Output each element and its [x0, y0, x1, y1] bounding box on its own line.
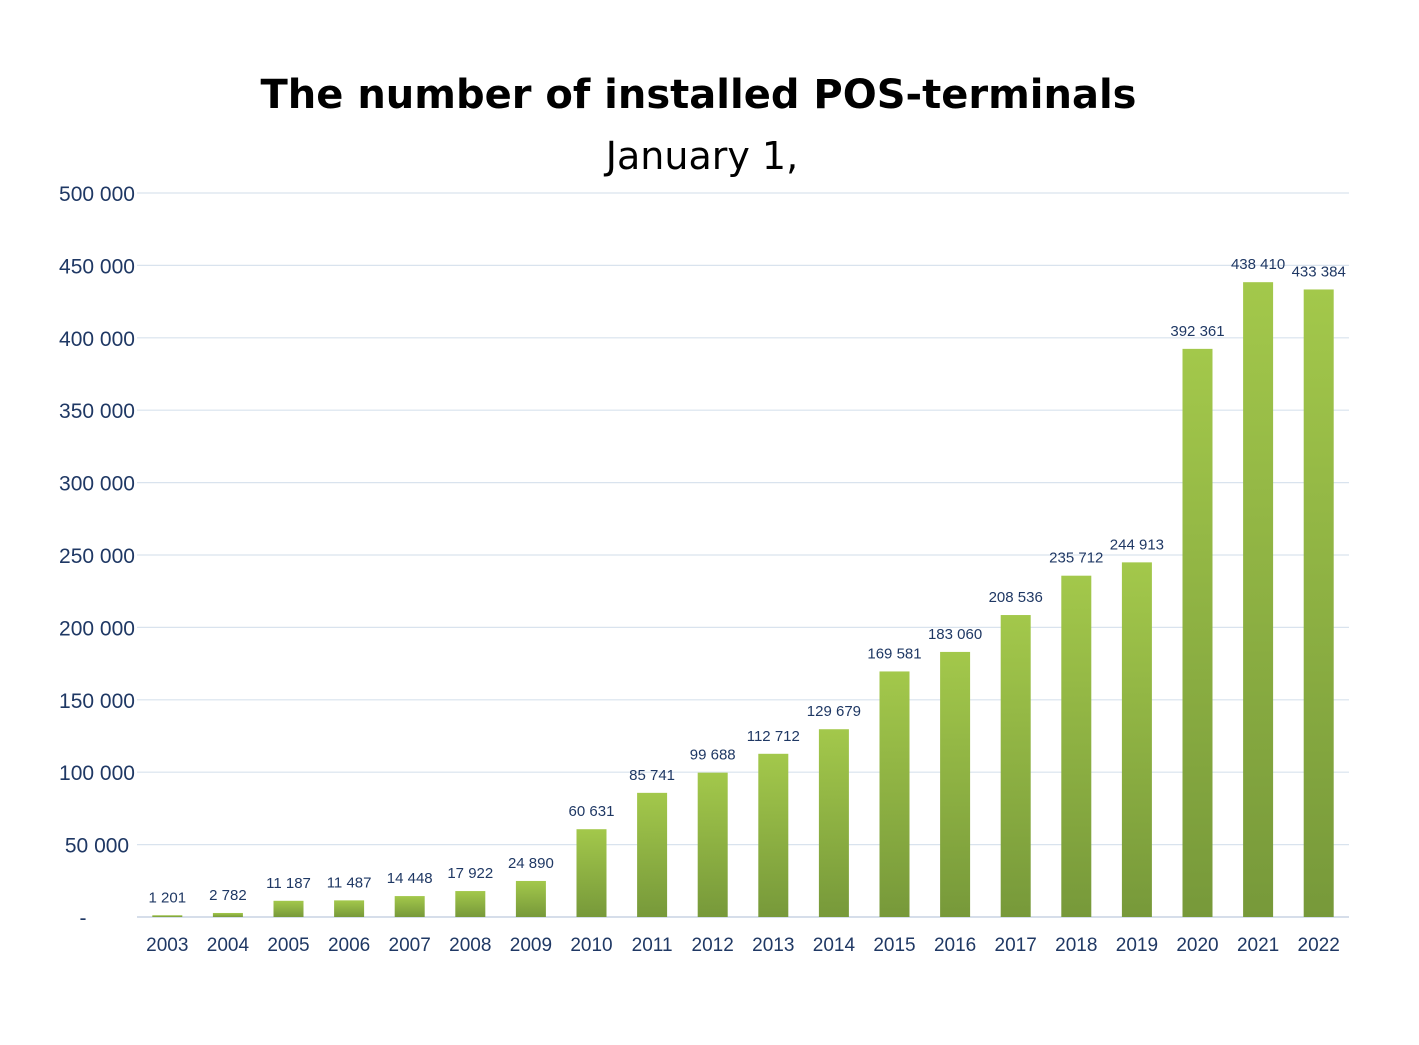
y-tick-label: 400 000	[59, 328, 135, 351]
bar	[152, 915, 183, 917]
data-label: 112 712	[747, 728, 800, 745]
bar	[637, 792, 668, 917]
bar	[394, 896, 425, 917]
x-tick-label: 2010	[570, 935, 612, 956]
data-label: 17 922	[447, 865, 493, 882]
bar	[515, 880, 546, 917]
data-label: 14 448	[387, 870, 433, 887]
x-tick-label: 2012	[692, 935, 734, 956]
x-tick-label: 2019	[1116, 935, 1158, 956]
y-tick-label: 350 000	[59, 400, 135, 423]
x-tick-label: 2020	[1176, 935, 1218, 956]
chart-title: The number of installed POS-terminals	[260, 72, 1137, 118]
bar	[455, 891, 486, 917]
y-tick-label: 100 000	[59, 762, 135, 785]
x-tick-label: 2003	[146, 935, 188, 956]
bar	[1182, 348, 1213, 917]
y-tick-label: 200 000	[59, 617, 135, 640]
x-tick-label: 2011	[632, 935, 673, 956]
y-axis-ticks: - 50 000 100 000 150 000 200 000 250 000 300 0…	[59, 183, 135, 930]
gridlines	[137, 192, 1349, 918]
x-tick-label: 2018	[1055, 935, 1097, 956]
data-labels: 1 201 2 782 11 187 11 487 14 448 17 922 24 890…	[149, 256, 1346, 906]
data-label: 129 679	[807, 703, 861, 720]
data-label: 60 631	[569, 803, 615, 820]
x-tick-label: 2008	[449, 935, 491, 956]
x-tick-label: 2014	[813, 935, 856, 956]
data-label: 235 712	[1049, 550, 1103, 567]
bar	[576, 829, 607, 917]
bar	[273, 900, 304, 917]
y-tick-label: 450 000	[59, 255, 135, 278]
y-tick-label: 50 000	[65, 835, 129, 858]
y-tick-label: 300 000	[59, 473, 135, 496]
bar	[1243, 282, 1274, 917]
data-label: 99 688	[690, 747, 736, 764]
y-tick-label: -	[80, 907, 87, 930]
x-axis-ticks: 2003 2004 2005 2006 2007 2008 2009 2010 2011 2012…	[146, 935, 1340, 956]
bar	[697, 772, 728, 917]
bar	[940, 651, 971, 917]
data-label: 2 782	[209, 887, 247, 904]
x-tick-label: 2022	[1298, 935, 1340, 956]
x-tick-label: 2015	[873, 935, 915, 956]
data-label: 85 741	[629, 767, 675, 784]
x-tick-label: 2017	[995, 935, 1037, 956]
bar	[879, 671, 910, 917]
x-tick-label: 2005	[267, 935, 309, 956]
x-tick-label: 2009	[510, 935, 552, 956]
bar	[1121, 562, 1152, 917]
data-label: 1 201	[149, 889, 187, 906]
x-tick-label: 2007	[389, 935, 431, 956]
data-label: 11 187	[266, 875, 311, 892]
data-label: 433 384	[1292, 263, 1346, 280]
data-label: 183 060	[928, 626, 982, 643]
data-label: 438 410	[1231, 256, 1285, 273]
data-label: 11 487	[327, 874, 372, 891]
data-label: 24 890	[508, 855, 554, 872]
y-tick-label: 250 000	[59, 545, 135, 568]
data-label: 169 581	[867, 645, 921, 662]
bar	[212, 912, 243, 917]
y-tick-label: 150 000	[59, 690, 135, 713]
bar	[1061, 575, 1092, 917]
data-label: 208 536	[989, 589, 1043, 606]
bar	[1303, 289, 1334, 917]
data-label: 392 361	[1170, 323, 1224, 340]
y-tick-label: 500 000	[59, 183, 135, 206]
x-tick-label: 2006	[328, 935, 370, 956]
x-tick-label: 2013	[752, 935, 794, 956]
bar	[818, 729, 849, 917]
bar	[1000, 615, 1031, 917]
bar	[758, 753, 789, 917]
bars	[152, 282, 1334, 917]
x-tick-label: 2021	[1237, 935, 1279, 956]
x-tick-label: 2016	[934, 935, 976, 956]
chart-subtitle: January 1,	[605, 134, 799, 178]
bar	[334, 900, 365, 917]
data-label: 244 913	[1110, 536, 1164, 553]
x-tick-label: 2004	[207, 935, 250, 956]
